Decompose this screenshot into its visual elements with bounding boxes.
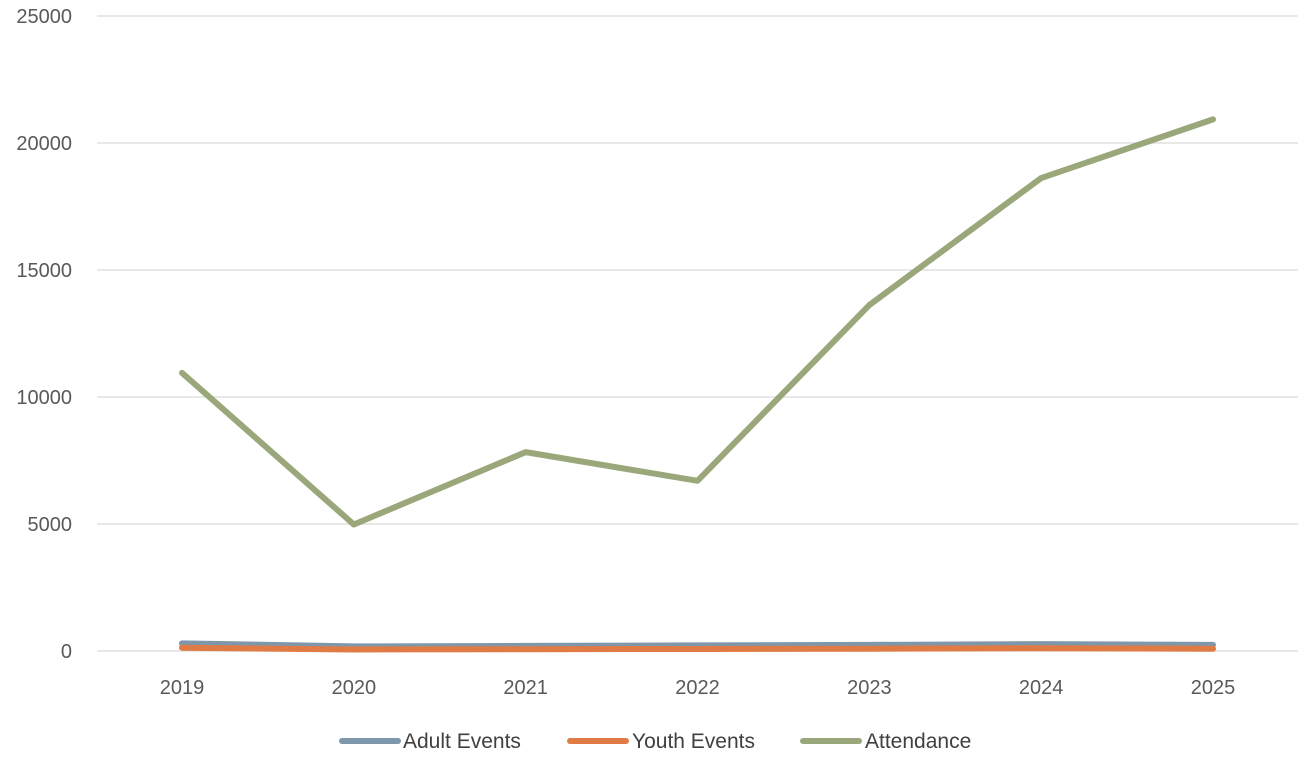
data-point (868, 304, 870, 306)
data-point (1040, 643, 1042, 645)
data-point (1040, 177, 1042, 179)
series-line (179, 116, 1216, 528)
data-point (697, 648, 698, 650)
data-point (353, 648, 355, 650)
legend-label: Attendance (865, 730, 971, 753)
x-tick-label: 2023 (847, 677, 892, 699)
legend-label: Adult Events (403, 730, 521, 753)
y-tick-label: 25000 (16, 6, 72, 28)
legend-item: Adult Events (339, 730, 521, 753)
x-tick-label: 2024 (1019, 677, 1064, 699)
y-tick-label: 5000 (28, 514, 73, 536)
data-point (868, 644, 870, 646)
y-gridlines (97, 15, 1298, 652)
data-point (181, 372, 183, 374)
data-point (181, 647, 183, 649)
data-point (525, 451, 527, 453)
data-point (697, 480, 698, 482)
data-point (1212, 118, 1214, 120)
y-tick-label: 0 (61, 641, 72, 663)
data-point (1040, 647, 1042, 649)
data-point (525, 645, 527, 647)
legend-item: Attendance (800, 730, 971, 753)
x-tick-label: 2025 (1191, 677, 1236, 699)
legend-label: Youth Events (632, 730, 755, 753)
y-tick-label: 20000 (16, 133, 72, 155)
data-point (181, 642, 183, 644)
data-point (1212, 644, 1214, 646)
x-tick-label: 2019 (160, 677, 205, 699)
x-tick-label: 2020 (332, 677, 377, 699)
y-axis-tick-labels: 0 5000 10000 15000 20000 25000 (16, 6, 72, 663)
legend: Adult Events Youth Events Attendance (339, 730, 971, 753)
x-tick-label: 2022 (675, 677, 720, 699)
data-point (697, 644, 698, 646)
series-youth-events (179, 644, 1216, 653)
series-attendance (179, 116, 1216, 528)
y-tick-label: 10000 (16, 387, 72, 409)
data-point (868, 648, 870, 650)
legend-item: Youth Events (567, 730, 755, 753)
data-point (525, 648, 527, 650)
y-tick-label: 15000 (16, 260, 72, 282)
data-point (1212, 648, 1214, 650)
data-point (353, 524, 355, 526)
x-tick-label: 2021 (503, 677, 548, 699)
x-axis-tick-labels: 2019 2020 2021 2022 2023 2024 2025 (160, 677, 1236, 699)
series-lines (179, 116, 1216, 653)
